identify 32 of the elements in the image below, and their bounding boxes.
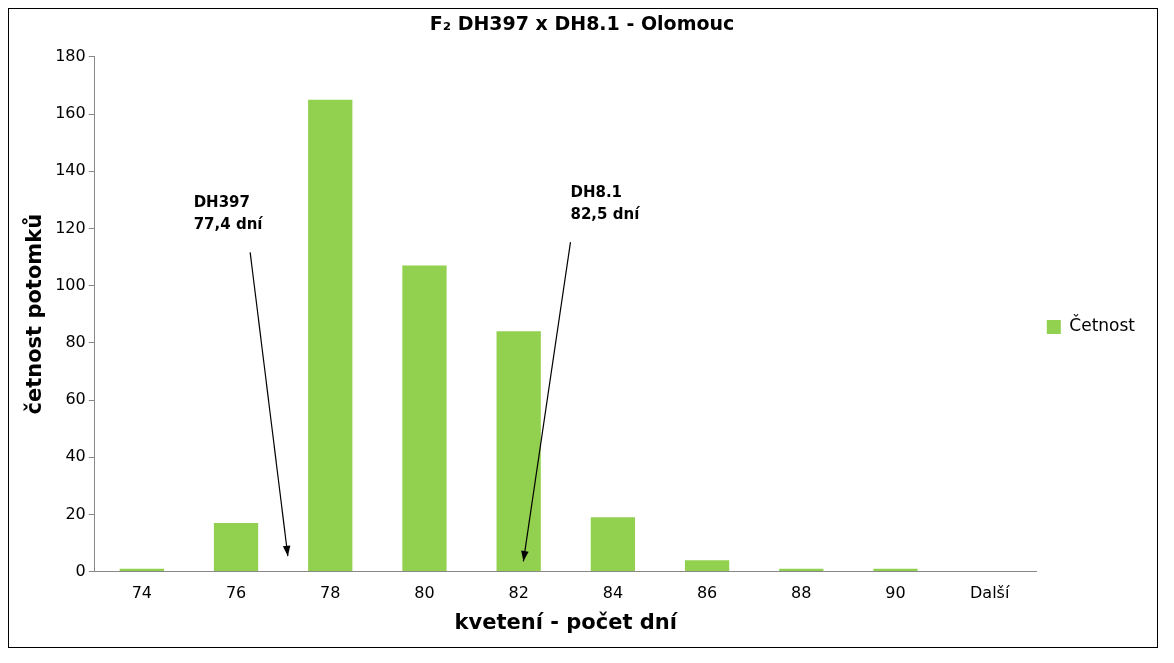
- bar: [590, 517, 636, 572]
- y-tick-label: 180: [55, 45, 86, 65]
- x-tick-label: 86: [696, 583, 718, 603]
- chart-title: F₂ DH397 x DH8.1 - Olomouc: [429, 12, 735, 35]
- bar: [684, 560, 730, 572]
- legend-label: Četnost: [1069, 314, 1136, 336]
- y-tick-label: 60: [65, 389, 86, 409]
- bar: [402, 265, 447, 572]
- x-axis-title: kvetení - počet dní: [454, 609, 679, 634]
- y-tick-label: 140: [55, 160, 86, 180]
- x-tick-label: 80: [414, 583, 435, 603]
- y-tick-label: 120: [55, 217, 86, 237]
- x-tick-label: 82: [508, 583, 529, 603]
- y-tick-label: 80: [65, 331, 86, 351]
- x-tick-label: 74: [131, 583, 153, 603]
- x-tick-label: 84: [602, 583, 624, 603]
- y-tick-label: 0: [75, 560, 86, 580]
- x-tick-label: 78: [320, 583, 341, 603]
- x-tick-label: Další: [970, 583, 1010, 603]
- y-tick-label: 40: [65, 446, 86, 466]
- bar: [496, 331, 541, 572]
- bar: [213, 522, 259, 572]
- x-tick-label: 76: [225, 583, 247, 603]
- annotation: DH8.1 82,5 dní: [570, 182, 641, 223]
- y-axis-title: četnost potomků: [22, 213, 47, 415]
- y-tick-label: 100: [55, 274, 86, 294]
- x-tick-label: 90: [885, 583, 906, 603]
- y-tick-label: 20: [65, 503, 86, 523]
- bar: [308, 99, 353, 572]
- y-tick-label: 160: [55, 103, 86, 123]
- annotation: DH397 77,4 dní: [193, 193, 264, 234]
- x-tick-label: 88: [791, 583, 812, 603]
